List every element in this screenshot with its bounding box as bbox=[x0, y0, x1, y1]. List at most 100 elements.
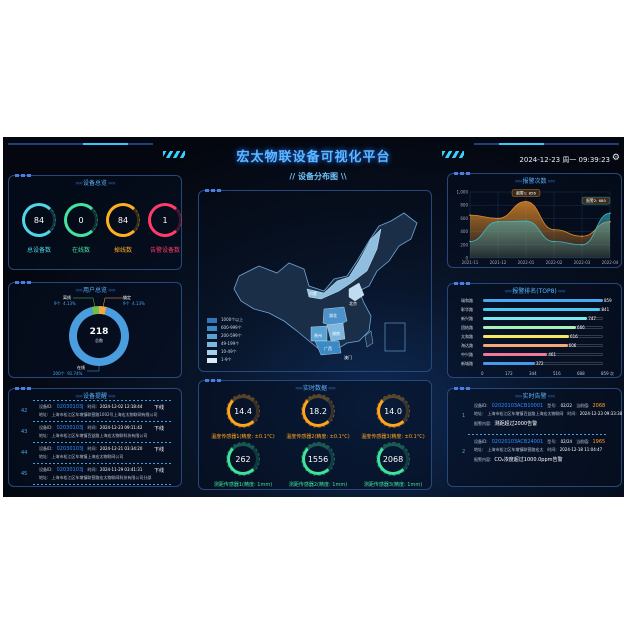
addr-label: 地址: bbox=[39, 433, 49, 438]
addr-value: 上海市松江区车墩镇联营路宏太 bbox=[487, 447, 544, 452]
leader-line bbox=[102, 297, 127, 308]
sensor-value: 14.0 bbox=[384, 406, 402, 416]
rank-bar[interactable] bbox=[483, 299, 603, 302]
addr-value: 上海市松江区车墩镇上海宏太物联网公司 bbox=[51, 454, 124, 459]
rank-value: 841 bbox=[601, 307, 610, 312]
tooltip-text: 报警2: 680 bbox=[586, 198, 606, 203]
y-tick-label: 0 bbox=[465, 256, 468, 261]
rank-bar[interactable] bbox=[483, 353, 548, 356]
sensor-gauge: 262 bbox=[226, 442, 260, 476]
data-point[interactable] bbox=[609, 212, 611, 214]
map-region-hunan[interactable] bbox=[326, 322, 346, 342]
gear-icon[interactable]: ⚙ bbox=[611, 153, 620, 163]
alert-time: 2024-12-23 09:11:42 bbox=[99, 425, 143, 430]
legend-swatch bbox=[207, 333, 217, 339]
header-deco-left bbox=[163, 151, 185, 158]
alert-time: 2024-12-21 03:34:20 bbox=[99, 446, 143, 451]
legend-swatch bbox=[207, 357, 217, 363]
map-legend-item[interactable]: 200-599个 bbox=[207, 333, 242, 339]
user-total: 218 bbox=[89, 327, 109, 337]
alert-status: 下线 bbox=[154, 405, 165, 411]
alert-status: 下线 bbox=[154, 426, 165, 432]
tooltip bbox=[511, 189, 541, 197]
alarm-row[interactable]: 设备ID: 02020103ACB10001 型号: 02/22 当前值: 2068 bbox=[474, 403, 605, 409]
rank-bar[interactable] bbox=[483, 344, 568, 347]
map-legend-item[interactable]: 1000个以上 bbox=[207, 317, 243, 323]
alert-number: 43 bbox=[21, 429, 28, 435]
data-point[interactable] bbox=[581, 244, 583, 246]
divider bbox=[468, 434, 608, 435]
map-region-guangxi[interactable] bbox=[314, 340, 342, 356]
device-stat-label: 总设备数 bbox=[26, 247, 51, 254]
map-region-beijing[interactable] bbox=[348, 282, 365, 302]
alert-row[interactable]: 设备ID: 02030103J 时间: 2024-11-29 03:41:31 bbox=[39, 467, 142, 473]
model-value: 02/24 bbox=[560, 439, 573, 444]
rank-bar[interactable] bbox=[483, 362, 535, 365]
map-label: 贵州 bbox=[314, 333, 322, 338]
rank-bar[interactable] bbox=[483, 317, 588, 320]
data-point[interactable] bbox=[469, 214, 471, 216]
map-legend-item[interactable]: 10-49个 bbox=[207, 349, 237, 355]
addr-label: 地址: bbox=[39, 454, 49, 459]
rank-bar[interactable] bbox=[483, 308, 601, 311]
alert-address: 地址: 上海市松江区车墩镇上海宏太物联网公司 bbox=[39, 454, 123, 460]
map-label: 内蒙 bbox=[309, 291, 317, 296]
dashboard: 宏太物联设备可视化平台 2024-12-23 周一 09:39:23 ⚙ 设备总… bbox=[3, 137, 624, 497]
content-label: 报警内容: bbox=[474, 421, 492, 426]
model-label: 型号: bbox=[547, 403, 557, 408]
map-label: 湖南 bbox=[332, 331, 340, 336]
alarm-row[interactable]: 设备ID: 02020103ACB24001 型号: 02/24 当前值: 1965 bbox=[474, 439, 605, 445]
south-china-sea-inset bbox=[384, 322, 406, 352]
rank-bar[interactable] bbox=[483, 326, 577, 329]
series-line-1[interactable] bbox=[469, 212, 611, 246]
id-label: 设备ID: bbox=[474, 439, 488, 444]
map-legend-item[interactable]: 1-9个 bbox=[207, 357, 232, 363]
map-panel: 内蒙 北京 湖北 湖南 贵州 广西 澳门 1000个以上 600-999个 200-… bbox=[198, 189, 433, 373]
id-label: 设备ID: bbox=[39, 404, 53, 409]
id-label: 设备ID: bbox=[39, 446, 53, 451]
map-legend-item[interactable]: 49-199个 bbox=[207, 341, 239, 347]
x-tick-label: 2022-02 bbox=[546, 260, 563, 265]
addr-label: 地址: bbox=[474, 447, 484, 452]
rank-label: 海达路 bbox=[461, 343, 473, 348]
content-value: 测距超过2000告警 bbox=[494, 421, 538, 427]
addr-label: 地址: bbox=[39, 412, 49, 417]
map-region-taiwan bbox=[364, 330, 374, 348]
data-point[interactable] bbox=[581, 235, 583, 238]
user-overview-panel: 用户总览 218 总数 离线 9个 4.13% 锁定 9个 4.13% 在线 2… bbox=[8, 281, 182, 378]
rank-label: 瑞和路 bbox=[461, 298, 473, 303]
leader-line bbox=[73, 297, 96, 308]
china-map[interactable] bbox=[199, 191, 433, 373]
user-donut-chart bbox=[69, 297, 129, 372]
map-legend-item[interactable]: 600-999个 bbox=[207, 325, 242, 331]
alert-row[interactable]: 设备ID: 02030103J 时间: 2024-12-02 12:18:44 bbox=[39, 404, 142, 410]
data-point[interactable] bbox=[525, 220, 527, 222]
rank-label: 团结路 bbox=[461, 325, 473, 330]
sensor-label: 温度传感器1(精度: ±0.1°C) bbox=[211, 434, 275, 440]
map-label: 澳门 bbox=[344, 355, 352, 360]
donut-slice-1[interactable] bbox=[91, 306, 99, 315]
data-point[interactable] bbox=[553, 240, 555, 243]
alert-row[interactable]: 设备ID: 02030103J 时间: 2024-12-21 03:34:20 bbox=[39, 446, 142, 452]
rank-value: 372 bbox=[535, 361, 544, 366]
rank-bar[interactable] bbox=[483, 335, 570, 338]
data-point[interactable] bbox=[553, 228, 555, 231]
data-point[interactable] bbox=[469, 240, 471, 243]
data-point[interactable] bbox=[525, 200, 527, 203]
alarm-address: 地址: 上海市松江区车墩镇百益路上海宏太物联网 时间: 2024-12-23 09:3… bbox=[474, 411, 622, 417]
y-tick-label: 600 bbox=[460, 216, 468, 221]
content-label: 报警内容: bbox=[474, 457, 492, 462]
model-label: 型号: bbox=[547, 439, 557, 444]
x-tick-label: 172 bbox=[505, 371, 513, 376]
series-line-0[interactable] bbox=[469, 201, 611, 237]
sensor-gauge: 18.2 bbox=[301, 394, 335, 428]
model-value: 02/22 bbox=[560, 403, 573, 408]
panel-title: 实时告警 bbox=[448, 391, 621, 400]
alert-row[interactable]: 设备ID: 02030103J 时间: 2024-12-23 09:11:42 bbox=[39, 425, 142, 431]
map-region-neimenggu[interactable] bbox=[306, 228, 382, 300]
legend-label: 600-999个 bbox=[221, 325, 242, 330]
rank-label: 太和路 bbox=[461, 334, 473, 339]
data-point[interactable] bbox=[497, 220, 499, 223]
data-point[interactable] bbox=[497, 217, 499, 220]
donut-slice-2[interactable] bbox=[99, 306, 107, 315]
